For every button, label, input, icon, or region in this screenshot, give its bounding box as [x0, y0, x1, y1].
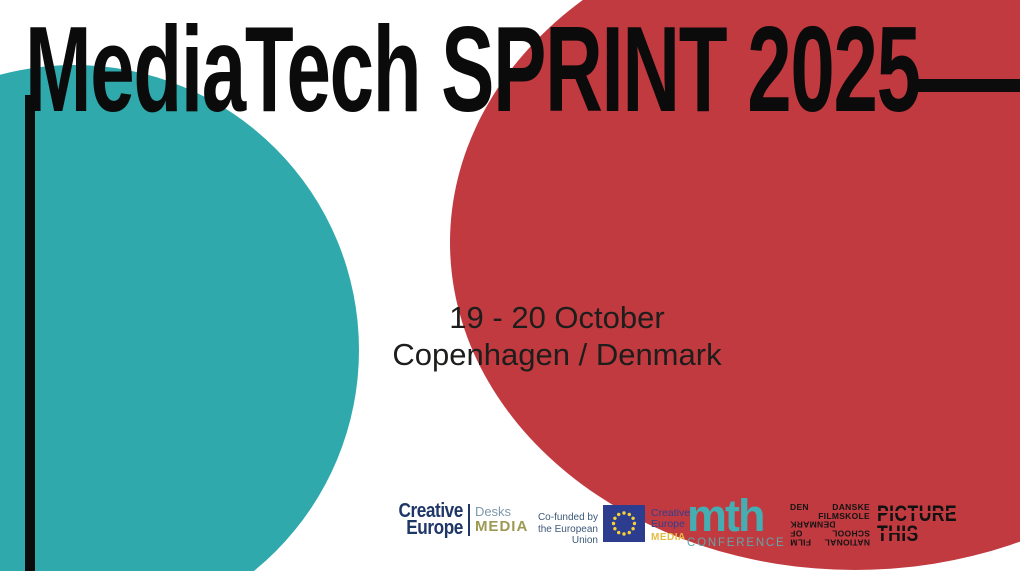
picture-this-slit-top [877, 511, 951, 513]
event-date: 19 - 20 October [449, 300, 665, 335]
dfs-line-filmskole: FILMSKOLE [790, 510, 870, 521]
danish-film-school-logo: DEN DANSKE FILMSKOLE DENMARK SCHOOL OF N… [790, 503, 870, 548]
dfs-line-national-film-flipped: NATIONAL FILM [790, 537, 870, 548]
creative-europe-desks-logo: Creative Europe Desks MEDIA [388, 500, 528, 539]
dfs-national: NATIONAL [824, 537, 870, 548]
dfs-school: SCHOOL [831, 528, 870, 539]
event-location: Copenhagen / Denmark [392, 337, 722, 372]
eu-cofunded-logo: Co-funded by the European Union [514, 505, 690, 547]
event-subtitle: 19 - 20 October Copenhagen / Denmark [357, 299, 757, 373]
logo-divider [467, 504, 470, 536]
mth-conference-logo: mth CONFERENCE [687, 490, 786, 549]
mth-wordmark: mth [687, 490, 765, 541]
picture-word: PICTURE [877, 501, 958, 526]
eu-cofunded-text: Co-funded by the European Union [514, 512, 598, 547]
this-word: THIS [877, 520, 919, 546]
dfs-filmskole: FILMSKOLE [818, 510, 870, 521]
media-word: MEDIA [474, 518, 529, 535]
title-horizontal-rule [918, 79, 1020, 92]
event-title: MediaTech SPRINT 2025 [25, 1, 921, 137]
dfs-line-school-of-flipped: SCHOOL OF [790, 528, 870, 539]
mth-conference-word: CONFERENCE [687, 537, 786, 549]
eu-europe-word: Europe [651, 518, 685, 530]
eu-flag-icon [603, 505, 645, 542]
eu-creative-europe-media-text: Creative Europe MEDIA [651, 507, 691, 544]
europe-word: Europe [406, 517, 463, 539]
dfs-danske: DANSKE [832, 502, 870, 512]
dfs-den: DEN [790, 502, 809, 512]
left-vertical-bar [25, 95, 35, 571]
creative-word: Creative [398, 500, 463, 522]
desks-word: Desks [474, 504, 512, 519]
eu-stars-icon [611, 511, 637, 536]
teal-circle-shape [0, 65, 359, 574]
picture-this-logo: PICTURE THIS [877, 501, 958, 546]
eu-media-word: MEDIA [651, 532, 686, 543]
dfs-of: OF [790, 528, 803, 539]
desks-media-wordmark: Desks MEDIA [475, 503, 528, 537]
picture-this-slit-bottom [877, 531, 916, 533]
dfs-line-den-danske: DEN DANSKE [790, 503, 870, 512]
bottom-edge-strip [0, 571, 1020, 574]
eu-creative-word: Creative [651, 507, 691, 519]
cofunded-line2: the European Union [537, 523, 598, 547]
dfs-film: FILM [790, 537, 812, 548]
cofunded-line1: Co-funded by [537, 512, 598, 523]
creative-europe-wordmark: Creative Europe [398, 500, 463, 539]
